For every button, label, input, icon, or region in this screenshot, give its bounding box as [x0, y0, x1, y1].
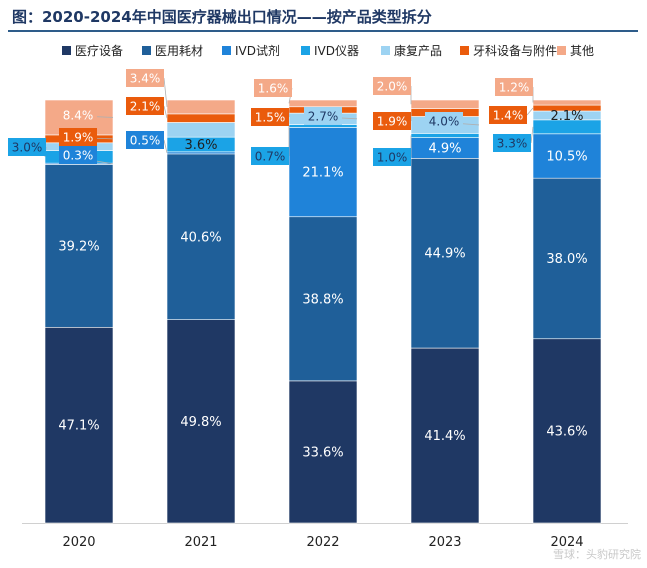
data-label-2023-5: 4.0%: [429, 115, 460, 129]
legend-swatch-6: [460, 46, 469, 55]
chart-title: 图：2020-2024年中国医疗器械出口情况——按产品类型拆分: [12, 8, 432, 26]
data-label-2021-3: 0.5%: [130, 134, 161, 148]
legend-label-5: 康复产品: [394, 43, 442, 58]
leader-line-2024-6: [526, 107, 534, 116]
bar-segment-2022-7: [288, 99, 358, 108]
leader-line-2021-3: [163, 139, 168, 153]
data-label-2024-6: 1.4%: [493, 109, 524, 123]
legend-swatch-2: [142, 46, 151, 55]
data-label-2023-3: 4.9%: [428, 141, 461, 156]
legend-label-4: IVD仪器: [314, 44, 359, 58]
legend-label-6: 牙科设备与附件: [473, 44, 557, 58]
data-label-2021-4: 3.6%: [184, 138, 217, 153]
legend-label-2: 医用耗材: [155, 44, 203, 58]
label-box-2021-6: [126, 97, 164, 115]
data-label-2020-4: 3.0%: [12, 141, 43, 155]
data-label-2023-1: 41.4%: [424, 429, 465, 444]
bar-segment-2021-2: [166, 153, 236, 320]
bar-segment-2022-3: [288, 127, 358, 218]
data-label-2021-7: 3.4%: [130, 72, 161, 86]
legend-swatch-4: [301, 46, 310, 55]
data-label-2022-3: 21.1%: [302, 166, 343, 181]
legend-label-7: 其他: [570, 44, 594, 58]
data-label-2021-1: 49.8%: [180, 415, 221, 430]
data-label-2022-7: 1.6%: [258, 82, 289, 96]
data-label-2021-2: 40.6%: [180, 230, 221, 245]
data-label-2020-1: 47.1%: [58, 419, 99, 434]
bar-segment-2021-7: [166, 99, 236, 115]
label-box-2024-4: [493, 134, 531, 152]
bar-segment-2023-7: [410, 99, 480, 109]
label-box-2020-7: [59, 106, 97, 124]
leader-line-2021-6: [163, 105, 168, 119]
label-box-2020-6: [59, 128, 97, 146]
bar-segment-2022-2: [288, 216, 358, 382]
label-box-2023-5: [425, 112, 463, 130]
data-label-2023-6: 1.9%: [377, 115, 408, 129]
bar-segment-2020-1: [44, 326, 114, 524]
data-label-2020-7: 8.4%: [63, 109, 94, 123]
bar-segment-2023-4: [410, 133, 480, 138]
data-label-2024-2: 38.0%: [546, 252, 587, 267]
data-label-2024-1: 43.6%: [546, 424, 587, 439]
bar-segment-2024-3: [532, 133, 602, 179]
data-label-2020-2: 39.2%: [58, 239, 99, 254]
label-box-2022-6: [251, 108, 289, 126]
leader-line-2024-4: [530, 126, 534, 144]
legend-swatch-1: [62, 46, 71, 55]
bar-segment-2024-7: [532, 99, 602, 106]
label-box-2021-3: [126, 131, 164, 149]
legend-swatch-3: [222, 46, 231, 55]
label-box-2023-6: [373, 112, 411, 130]
data-label-2022-5: 2.7%: [308, 110, 339, 124]
label-box-2022-4: [251, 147, 289, 165]
bar-segment-2021-1: [166, 319, 236, 524]
data-label-2022-4: 0.7%: [255, 150, 286, 164]
data-label-2023-2: 44.9%: [424, 247, 465, 262]
label-box-2023-4: [373, 148, 411, 166]
legend-label-1: 医疗设备: [75, 44, 123, 58]
legend-swatch-5: [381, 46, 390, 55]
data-label-2022-6: 1.5%: [255, 111, 286, 125]
bar-segment-2023-2: [410, 158, 480, 349]
data-label-2024-7: 1.2%: [499, 81, 530, 95]
data-label-2020-6: 1.9%: [63, 131, 94, 145]
bar-segment-2021-5: [166, 122, 236, 138]
data-label-2023-7: 2.0%: [377, 80, 408, 94]
legend-label-3: IVD试剂: [235, 43, 280, 58]
data-label-2023-4: 1.0%: [377, 151, 408, 165]
label-box-2022-5: [304, 107, 342, 125]
label-box-2023-7: [373, 77, 411, 95]
label-box-2024-7: [495, 78, 533, 96]
bar-segment-2022-1: [288, 380, 358, 524]
legend-swatch-7: [557, 46, 566, 55]
x-tick-label-2021: 2021: [184, 535, 217, 550]
label-box-2020-4: [8, 138, 46, 156]
data-label-2022-2: 38.8%: [302, 292, 343, 307]
bar-segment-2021-6: [166, 113, 236, 123]
label-box-2021-7: [126, 69, 164, 87]
data-label-2021-6: 2.1%: [130, 100, 161, 114]
leader-line-2021-7: [163, 77, 168, 107]
x-tick-label-2023: 2023: [428, 535, 461, 550]
watermark: 雪球：头豹研究院: [553, 548, 641, 561]
label-box-2020-3: [59, 146, 97, 164]
data-label-2022-1: 33.6%: [302, 445, 343, 460]
label-box-2024-6: [489, 106, 527, 124]
bar-segment-2024-1: [532, 338, 602, 524]
data-label-2020-3: 0.3%: [63, 149, 94, 163]
bar-segment-2024-2: [532, 177, 602, 340]
label-box-2022-7: [254, 79, 292, 97]
x-tick-label-2020: 2020: [62, 535, 95, 550]
data-label-2024-5: 2.1%: [550, 109, 583, 124]
x-tick-label-2022: 2022: [306, 535, 339, 550]
x-tick-label-2024: 2024: [550, 535, 583, 550]
data-label-2024-4: 3.3%: [497, 137, 528, 151]
bar-segment-2023-1: [410, 347, 480, 524]
data-label-2024-3: 10.5%: [546, 149, 587, 164]
title-divider: [8, 30, 638, 32]
